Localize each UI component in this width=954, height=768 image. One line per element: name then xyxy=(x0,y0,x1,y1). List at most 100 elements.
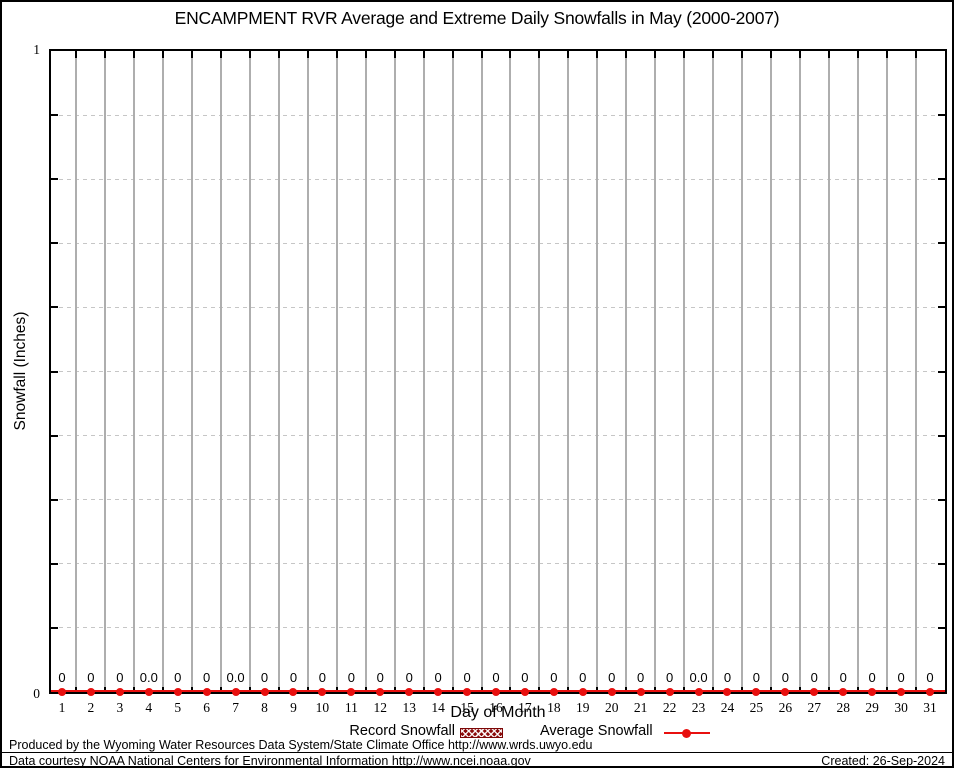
x-tick-bottom xyxy=(393,687,396,692)
legend-record-label: Record Snowfall xyxy=(349,723,455,739)
data-point-marker xyxy=(86,688,95,696)
day-tick-label: 3 xyxy=(116,700,124,715)
x-tick-bottom xyxy=(422,687,425,692)
horizontal-gridline xyxy=(51,499,945,501)
x-tick-top xyxy=(856,51,859,58)
data-point-marker xyxy=(231,688,240,696)
vertical-gridline xyxy=(191,51,194,692)
data-point-marker xyxy=(636,688,645,696)
x-tick-top xyxy=(480,51,483,58)
x-tick-top xyxy=(827,51,830,58)
y-tick-left xyxy=(51,178,58,181)
y-tick-right xyxy=(938,178,945,181)
day-tick-label: 27 xyxy=(807,700,822,715)
data-point-marker xyxy=(173,688,182,696)
x-tick-top xyxy=(654,51,657,58)
y-tick-right xyxy=(938,370,945,373)
day-tick-label: 30 xyxy=(894,700,908,715)
x-tick-top xyxy=(625,51,628,58)
value-label: 0 xyxy=(116,670,124,685)
data-point-marker xyxy=(376,688,385,696)
y-tick-left xyxy=(51,434,58,437)
legend-average-label: Average Snowfall xyxy=(540,723,653,739)
x-tick-top xyxy=(914,51,917,58)
x-tick-bottom xyxy=(133,687,136,692)
value-label: 0 xyxy=(434,670,442,685)
horizontal-gridline xyxy=(51,371,945,372)
y-tick-label-top: 1 xyxy=(33,42,40,57)
vertical-gridline xyxy=(567,51,570,692)
value-label: 0 xyxy=(839,670,847,685)
day-tick-label: 23 xyxy=(691,700,706,715)
vertical-gridline xyxy=(683,51,686,692)
day-tick-label: 17 xyxy=(518,700,532,715)
x-tick-bottom xyxy=(798,687,801,692)
vertical-gridline xyxy=(393,51,396,692)
y-tick-right xyxy=(938,626,945,629)
vertical-gridline xyxy=(769,51,772,692)
vertical-gridline xyxy=(856,51,859,692)
data-point-marker xyxy=(463,688,472,696)
x-tick-top xyxy=(769,51,772,58)
value-label: 0.0 xyxy=(689,670,708,685)
value-label: 0 xyxy=(87,670,95,685)
x-tick-bottom xyxy=(509,687,512,692)
horizontal-gridline xyxy=(51,435,945,437)
vertical-gridline xyxy=(364,51,367,692)
x-tick-top xyxy=(364,51,367,58)
x-tick-top xyxy=(683,51,686,58)
day-tick-label: 18 xyxy=(547,700,561,715)
day-tick-label: 19 xyxy=(576,700,590,715)
footer-divider xyxy=(2,752,952,753)
data-point-marker xyxy=(58,688,66,696)
data-point-marker xyxy=(723,688,732,696)
day-tick-label: 26 xyxy=(778,700,793,715)
x-tick-bottom xyxy=(914,687,917,692)
x-tick-bottom xyxy=(885,687,888,692)
day-tick-label: 4 xyxy=(145,700,153,715)
day-tick-label: 24 xyxy=(720,700,735,715)
x-tick-top xyxy=(567,51,570,58)
vertical-gridline xyxy=(538,51,541,692)
data-point-marker xyxy=(520,688,529,696)
vertical-gridline xyxy=(480,51,483,692)
x-tick-bottom xyxy=(75,687,78,692)
data-point-marker xyxy=(839,688,848,696)
data-point-marker xyxy=(289,688,298,696)
day-tick-label: 5 xyxy=(174,700,182,715)
data-point-marker xyxy=(115,688,124,696)
legend-average-marker-icon xyxy=(682,729,691,738)
data-point-marker xyxy=(318,688,327,696)
x-tick-bottom xyxy=(712,687,714,692)
day-tick-label: 25 xyxy=(749,700,764,715)
x-tick-top xyxy=(104,51,107,58)
vertical-gridline xyxy=(509,51,512,692)
x-tick-bottom xyxy=(104,687,107,692)
data-point-marker xyxy=(781,688,790,696)
x-tick-bottom xyxy=(364,687,367,692)
y-tick-left xyxy=(51,370,58,373)
data-point-marker xyxy=(492,688,500,696)
x-tick-top xyxy=(75,51,78,58)
x-tick-top xyxy=(133,51,136,58)
day-tick-label: 6 xyxy=(203,700,211,715)
day-tick-label: 31 xyxy=(923,700,937,715)
data-point-marker xyxy=(202,688,211,696)
day-tick-label: 1 xyxy=(58,700,66,715)
data-point-marker xyxy=(897,688,906,696)
value-label: 0 xyxy=(203,670,211,685)
data-point-marker xyxy=(607,688,616,696)
x-tick-bottom xyxy=(567,687,570,692)
day-tick-label: 12 xyxy=(373,700,388,715)
vertical-gridline xyxy=(133,51,136,692)
y-axis-title: Snowfall (Inches) xyxy=(12,311,29,431)
y-tick-left xyxy=(51,626,58,629)
legend-record-swatch xyxy=(460,728,503,738)
x-axis-title: Day of Month xyxy=(450,704,546,721)
day-tick-label: 8 xyxy=(261,700,268,715)
x-tick-top xyxy=(798,51,801,58)
y-tick-left xyxy=(51,242,58,245)
day-tick-label: 22 xyxy=(662,700,677,715)
vertical-gridline xyxy=(625,51,628,692)
y-tick-right xyxy=(938,562,945,565)
